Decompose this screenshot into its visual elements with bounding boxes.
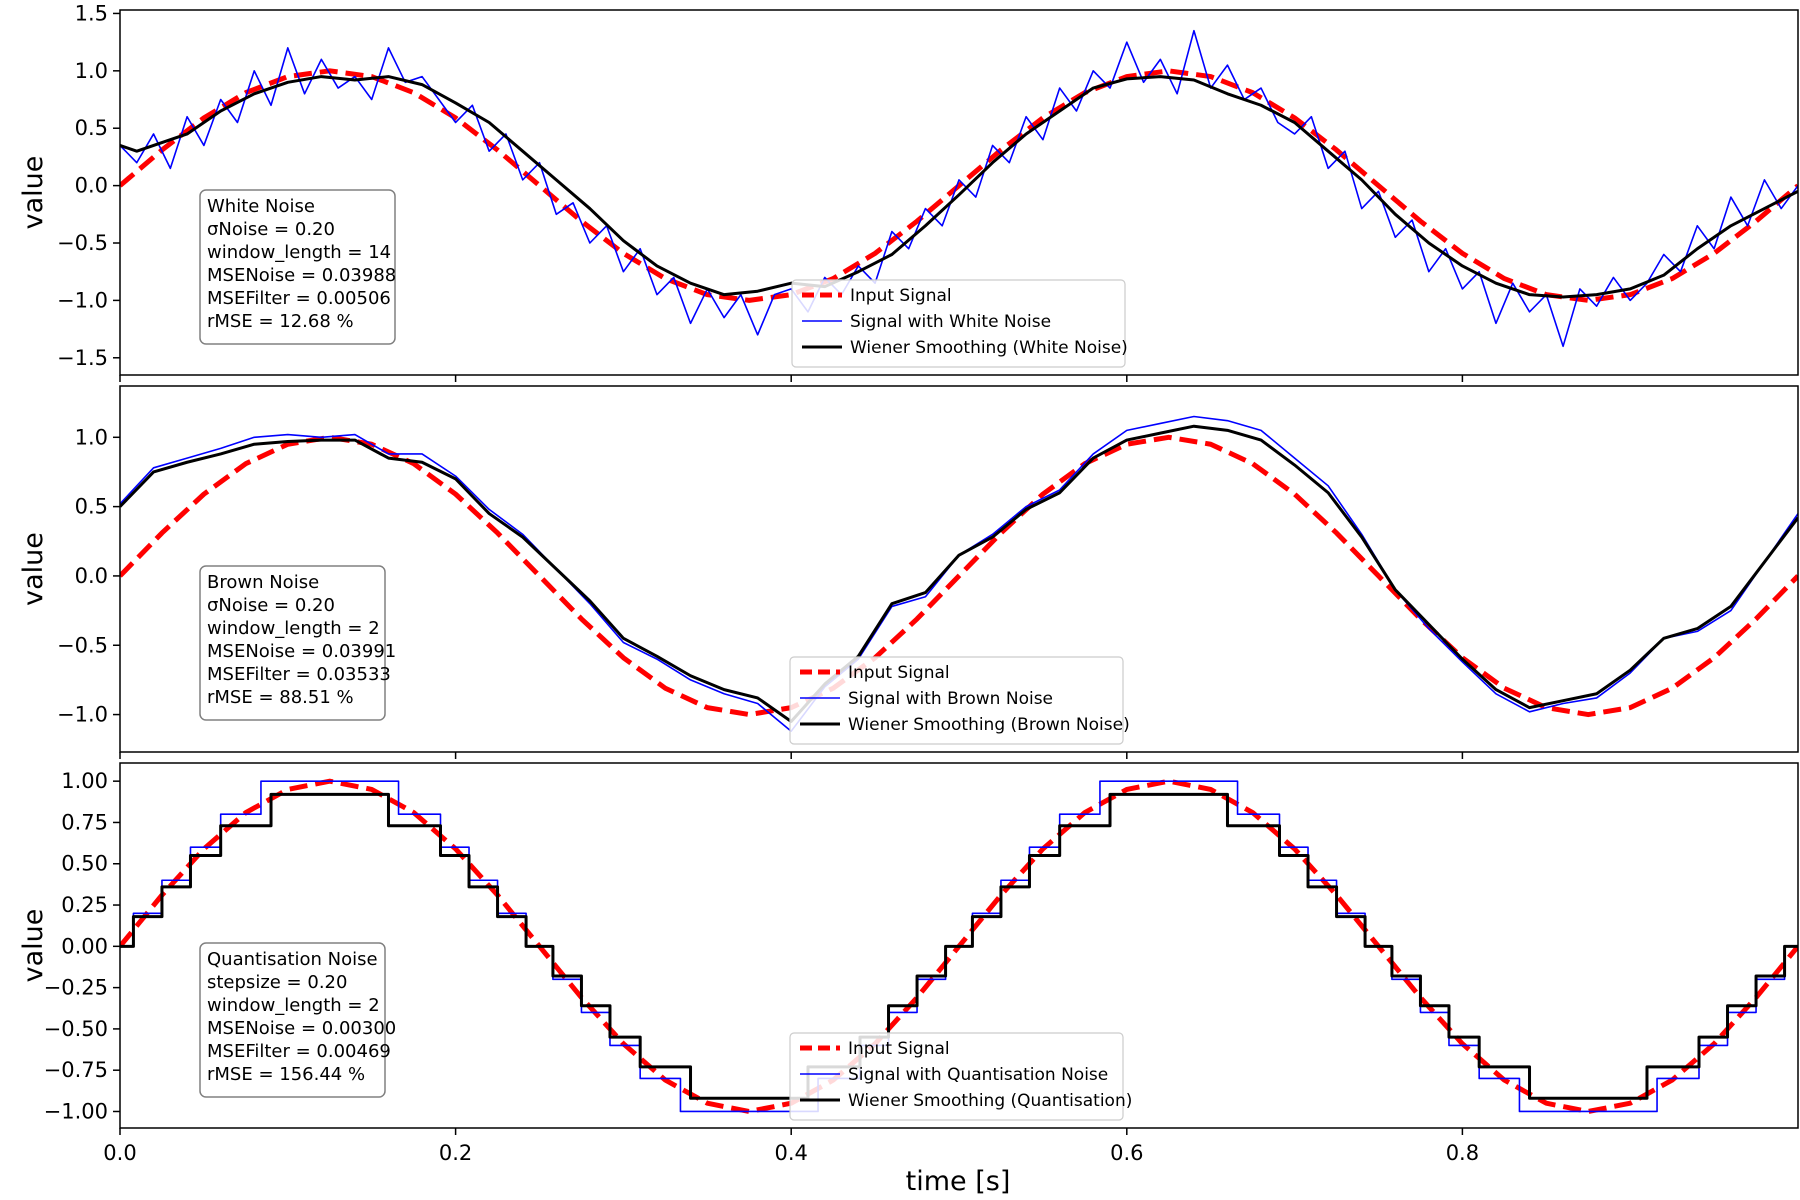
quantisation-noise-annotation-line: Quantisation Noise xyxy=(207,949,378,970)
quantisation-noise-x-tick-label: 0.4 xyxy=(774,1141,807,1165)
white-noise-series-filtered xyxy=(120,75,1798,299)
quantisation-noise-x-tick-label: 0.2 xyxy=(439,1141,472,1165)
white-noise-series-noisy xyxy=(120,29,1798,348)
white-noise-annotation-line: σNoise = 0.20 xyxy=(207,219,335,240)
quantisation-noise-legend-label-filtered: Wiener Smoothing (Quantisation) xyxy=(848,1091,1132,1111)
brown-noise-series-input xyxy=(120,434,1798,718)
brown-noise-legend: Input Signal Signal with Brown Noise Wiene… xyxy=(789,656,1130,745)
brown-noise-plot-area xyxy=(120,415,1798,733)
quantisation-noise-legend-label-noisy: Signal with Quantisation Noise xyxy=(848,1065,1108,1085)
quantisation-noise-y-tick-label: −0.75 xyxy=(44,1058,108,1082)
white-noise-annotation-line: White Noise xyxy=(207,196,315,217)
quantisation-noise-y-tick-label: 0.25 xyxy=(61,893,108,917)
white-noise-plot-area xyxy=(120,29,1798,348)
white-noise-legend-label-noisy: Signal with White Noise xyxy=(850,312,1051,332)
white-noise-annotation-frame xyxy=(199,189,396,345)
quantisation-noise-panel: −1.00 −0.75 −0.50 −0.25 0.00 0.25 0.50 0.75 1.00… xyxy=(18,762,1799,1165)
brown-noise-legend-label-noisy: Signal with Brown Noise xyxy=(848,689,1053,709)
quantisation-noise-axes-frame xyxy=(119,762,1799,1129)
quantisation-noise-legend-label-input: Input Signal xyxy=(848,1039,950,1059)
brown-noise-annotation-line: MSEFilter = 0.03533 xyxy=(207,664,391,685)
white-noise-axes-frame xyxy=(119,9,1799,376)
quantisation-noise-plot-area xyxy=(120,778,1798,1114)
white-noise-legend: Input Signal Signal with White Noise Wiene… xyxy=(791,279,1128,368)
quantisation-noise-x-tick-label: 0.6 xyxy=(1110,1141,1143,1165)
brown-noise-series-filtered xyxy=(120,424,1798,723)
quantisation-noise-annotation-line: MSEFilter = 0.00469 xyxy=(207,1041,391,1062)
white-noise-y-tick-label: −1.0 xyxy=(57,288,108,312)
quantisation-noise-annotation-frame xyxy=(199,942,386,1098)
quantisation-noise-y-tick-label: 0.50 xyxy=(61,852,108,876)
white-noise-series-input xyxy=(120,68,1798,303)
quantisation-noise-y-tick-label: −0.25 xyxy=(44,976,108,1000)
white-noise-legend-label-filtered: Wiener Smoothing (White Noise) xyxy=(850,338,1128,358)
brown-noise-legend-frame xyxy=(789,656,1124,745)
white-noise-y-axis-label: value xyxy=(18,156,49,230)
brown-noise-legend-label-filtered: Wiener Smoothing (Brown Noise) xyxy=(848,715,1130,735)
quantisation-noise-series-filtered xyxy=(120,792,1798,1100)
quantisation-noise-x-tick-label: 0.8 xyxy=(1446,1141,1479,1165)
white-noise-legend-label-input: Input Signal xyxy=(850,286,952,306)
brown-noise-y-axis-label: value xyxy=(18,532,49,606)
brown-noise-panel: −1.0 −0.5 0.0 0.5 1.0 value Brown NoiseσNoise … xyxy=(18,385,1799,759)
white-noise-y-tick-label: −1.5 xyxy=(57,346,108,370)
x-axis-label: time [s] xyxy=(906,1166,1011,1197)
quantisation-noise-y-tick-label: 0.00 xyxy=(61,934,108,958)
brown-noise-y-tick-label: 0.5 xyxy=(75,495,108,519)
quantisation-noise-y-tick-label: −0.50 xyxy=(44,1017,108,1041)
quantisation-noise-annotation-line: MSENoise = 0.00300 xyxy=(207,1018,396,1039)
white-noise-y-tick-label: 1.5 xyxy=(75,1,108,25)
quantisation-noise-x-tick-label: 0.0 xyxy=(103,1141,136,1165)
white-noise-y-tick-label: 0.0 xyxy=(75,174,108,198)
quantisation-noise-legend-frame xyxy=(789,1032,1124,1121)
brown-noise-annotation-line: σNoise = 0.20 xyxy=(207,595,335,616)
brown-noise-annotation-frame xyxy=(199,565,386,721)
brown-noise-y-tick-label: 1.0 xyxy=(75,425,108,449)
white-noise-annotation-line: MSENoise = 0.03988 xyxy=(207,265,396,286)
brown-noise-legend-label-input: Input Signal xyxy=(848,663,950,683)
brown-noise-y-tick-label: 0.0 xyxy=(75,564,108,588)
brown-noise-annotation-line: Brown Noise xyxy=(207,572,319,593)
white-noise-annotation-line: MSEFilter = 0.00506 xyxy=(207,288,391,309)
brown-noise-annotation-line: rMSE = 88.51 % xyxy=(207,687,354,708)
brown-noise-annotation-line: window_length = 2 xyxy=(207,618,380,639)
white-noise-legend-frame xyxy=(791,279,1126,368)
quantisation-noise-y-axis-label: value xyxy=(18,909,49,983)
brown-noise-annotation-line: MSENoise = 0.03991 xyxy=(207,641,396,662)
brown-noise-axes-frame xyxy=(119,385,1799,753)
quantisation-noise-annotation-line: rMSE = 156.44 % xyxy=(207,1064,365,1085)
white-noise-y-tick-label: 0.5 xyxy=(75,116,108,140)
quantisation-noise-y-tick-label: −1.00 xyxy=(44,1099,108,1123)
quantisation-noise-annotation-line: stepsize = 0.20 xyxy=(207,972,347,993)
white-noise-panel: −1.5 −1.0 −0.5 0.0 0.5 1.0 1.5 value White Noise… xyxy=(18,1,1799,382)
brown-noise-y-tick-label: −0.5 xyxy=(57,633,108,657)
quantisation-noise-y-tick-label: 0.75 xyxy=(61,810,108,834)
white-noise-annotation-line: rMSE = 12.68 % xyxy=(207,311,354,332)
brown-noise-y-tick-label: −1.0 xyxy=(57,703,108,727)
quantisation-noise-y-tick-label: 1.00 xyxy=(61,769,108,793)
quantisation-noise-legend: Input Signal Signal with Quantisation Noi… xyxy=(789,1032,1132,1121)
quantisation-noise-annotation-line: window_length = 2 xyxy=(207,995,380,1016)
white-noise-annotation-line: window_length = 14 xyxy=(207,242,391,263)
white-noise-y-tick-label: −0.5 xyxy=(57,231,108,255)
white-noise-y-tick-label: 1.0 xyxy=(75,59,108,83)
